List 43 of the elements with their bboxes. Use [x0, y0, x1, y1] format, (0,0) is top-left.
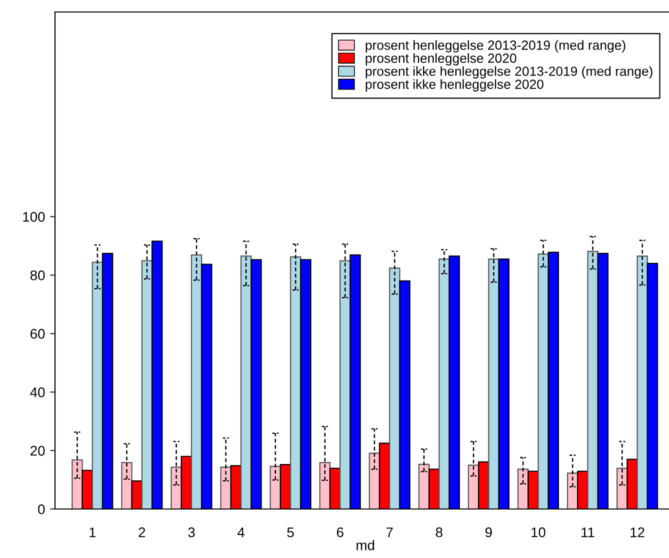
legend-label: prosent henleggelse 2020 — [366, 53, 516, 66]
x-tick-label: 10 — [532, 527, 546, 538]
y-tick-label: 60 — [30, 328, 45, 339]
bar — [72, 459, 83, 509]
legend-label: prosent henleggelse 2013-2019 (med range) — [366, 40, 626, 52]
x-tick-label: 8 — [436, 527, 442, 538]
x-axis-title: md — [356, 540, 374, 550]
bar — [92, 262, 104, 509]
x-tick-label: 5 — [287, 528, 294, 538]
bar — [438, 258, 450, 509]
bar — [418, 464, 430, 509]
bar — [636, 256, 648, 509]
legend-label: prosent ikke henleggelse 2013-2019 (med range) — [366, 66, 652, 79]
bar — [468, 464, 480, 509]
bar — [220, 466, 232, 509]
y-tick-label: 20 — [30, 446, 45, 456]
bar — [290, 256, 302, 509]
bar — [488, 258, 500, 509]
bar — [121, 462, 132, 509]
bar — [538, 254, 549, 509]
bar — [319, 462, 331, 509]
bar — [170, 466, 182, 509]
x-tick-label: 6 — [336, 527, 344, 538]
y-tick-label: 100 — [23, 212, 45, 222]
bar — [240, 256, 252, 509]
bar — [368, 452, 380, 509]
x-tick-label: 11 — [582, 528, 594, 538]
x-tick-label: 3 — [188, 527, 195, 538]
legend-label: prosent ikke henleggelse 2020 — [366, 79, 544, 92]
x-tick-label: 7 — [386, 528, 393, 538]
bar — [340, 260, 351, 509]
x-tick-label: 9 — [485, 527, 492, 538]
x-tick-label: 4 — [237, 528, 244, 538]
bar — [190, 254, 202, 509]
bar — [389, 268, 400, 509]
x-tick-label: 1 — [90, 528, 96, 538]
x-tick-label: 12 — [630, 527, 644, 538]
y-tick-label: 0 — [38, 504, 45, 514]
x-tick-label: 2 — [138, 527, 146, 538]
y-tick-label: 80 — [30, 270, 45, 280]
y-tick-label: 40 — [30, 387, 45, 398]
bar — [141, 260, 153, 509]
bar — [587, 250, 598, 509]
